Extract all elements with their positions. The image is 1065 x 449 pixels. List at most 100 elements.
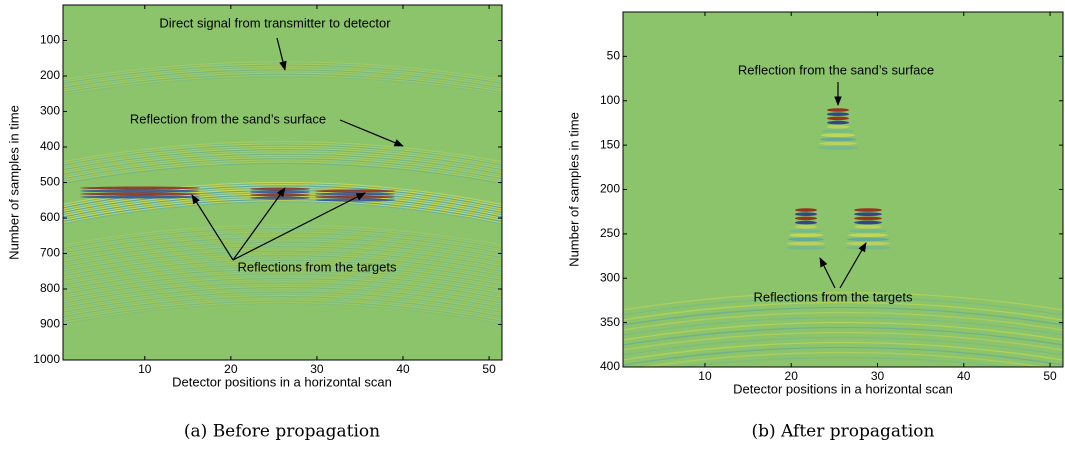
stripe <box>63 273 502 295</box>
stripe <box>63 74 502 95</box>
annotation: Reflections from the targets <box>238 259 397 274</box>
annotation: Reflection from the sand’s surface <box>738 62 934 77</box>
stripe <box>63 232 502 254</box>
stripe <box>63 226 502 248</box>
stripe <box>63 186 502 210</box>
stripe <box>63 285 502 308</box>
stripe <box>63 264 502 286</box>
stripe <box>623 321 1063 341</box>
stripe <box>63 244 502 267</box>
stripe <box>63 288 502 310</box>
stripe <box>623 326 1063 346</box>
stripe <box>63 302 502 325</box>
stripe <box>63 201 502 225</box>
x-axis-label: Detector positions in a horizontal scan <box>733 381 953 396</box>
target-echo <box>854 212 882 216</box>
annotation-arrow <box>191 194 234 261</box>
stripe <box>623 341 1063 361</box>
stripe <box>63 144 502 166</box>
y-axis-label: Number of samples in time <box>6 105 21 260</box>
annotation: Reflections from the targets <box>754 289 913 304</box>
target-echo <box>315 189 395 193</box>
stripe <box>63 289 502 311</box>
y-tick-label: 1000 <box>33 352 60 366</box>
stripe <box>63 283 502 305</box>
stripe <box>63 260 502 283</box>
stripe <box>63 200 502 224</box>
annotation: Direct signal from transmitter to detect… <box>159 15 391 30</box>
stripe <box>63 282 502 304</box>
stripe <box>623 311 1063 331</box>
stripe <box>63 281 502 303</box>
stripe <box>623 291 1063 311</box>
stripe <box>63 242 502 264</box>
x-tick-label: 10 <box>138 362 152 376</box>
y-tick-label: 200 <box>600 182 620 196</box>
target-echo <box>849 229 887 233</box>
target-echo <box>827 108 849 112</box>
stripe <box>63 152 502 174</box>
stripe <box>63 279 502 301</box>
y-tick-label: 250 <box>600 226 620 240</box>
stripe <box>63 141 502 163</box>
stripe <box>63 258 502 280</box>
target-echo <box>854 225 882 229</box>
target-echo <box>80 195 200 199</box>
target-echo <box>845 246 891 250</box>
stripe <box>63 248 502 270</box>
annotation-arrow <box>819 257 836 289</box>
target-echo <box>788 237 824 242</box>
stripe <box>63 284 502 306</box>
stripe <box>623 306 1063 326</box>
y-tick-label: 150 <box>600 137 620 151</box>
y-tick-label: 600 <box>40 210 60 224</box>
stripe <box>623 316 1063 336</box>
stripe <box>63 271 502 293</box>
target-echo <box>786 246 826 250</box>
stripe <box>63 158 502 180</box>
stripe <box>63 229 502 251</box>
stripe <box>63 256 502 278</box>
stripe <box>623 301 1063 321</box>
target-echo <box>80 192 200 196</box>
stripe <box>63 72 502 92</box>
stripe <box>63 294 502 317</box>
target-echo <box>250 196 310 200</box>
annotation: Reflection from the sand’s surface <box>130 111 326 126</box>
target-echo <box>80 186 200 190</box>
target-echo <box>820 137 856 142</box>
annotation-arrow <box>276 37 287 71</box>
y-tick-label: 700 <box>40 246 60 260</box>
stripe <box>63 225 502 247</box>
stripe <box>63 145 502 167</box>
caption: (a) Before propagation <box>184 422 380 442</box>
stripe <box>63 259 502 281</box>
y-axis-label: Number of samples in time <box>566 112 581 267</box>
y-tick-label: 400 <box>40 139 60 153</box>
target-echo <box>848 233 888 237</box>
x-tick-label: 40 <box>396 362 410 376</box>
stripe <box>623 346 1063 366</box>
target-echo <box>819 141 857 146</box>
stripe <box>638 351 1048 367</box>
y-tick-label: 50 <box>607 49 621 63</box>
target-echo <box>795 225 817 229</box>
stripe <box>63 227 502 250</box>
stripe <box>63 286 502 309</box>
stripe <box>63 142 502 164</box>
x-tick-label: 40 <box>957 369 971 383</box>
annotation-arrow <box>339 119 404 147</box>
stripe <box>63 254 502 276</box>
x-tick-label: 50 <box>1043 369 1057 383</box>
y-tick-label: 100 <box>40 33 60 47</box>
stripe <box>63 162 502 184</box>
x-axis-label: Detector positions in a horizontal scan <box>172 374 392 389</box>
annotation-arrow <box>232 192 366 261</box>
stripe <box>63 300 502 322</box>
stripe <box>63 251 502 273</box>
stripe <box>63 241 502 263</box>
y-tick-label: 800 <box>40 281 60 295</box>
stripe <box>63 73 502 93</box>
image-area <box>623 12 1063 367</box>
stripe <box>63 150 502 172</box>
